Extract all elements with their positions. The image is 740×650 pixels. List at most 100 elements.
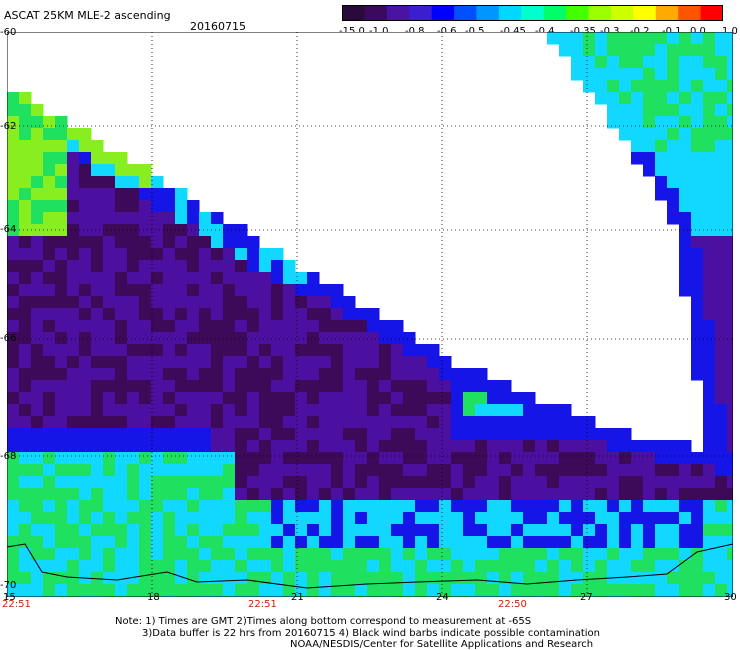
map-cell (163, 224, 176, 237)
map-cell (187, 560, 200, 573)
map-cell (271, 320, 284, 333)
map-cell (727, 332, 733, 345)
map-cell (499, 500, 512, 513)
map-cell (19, 500, 32, 513)
map-cell (175, 272, 188, 285)
map-cell (715, 200, 728, 213)
map-cell (715, 512, 728, 525)
map-cell (271, 548, 284, 561)
map-cell (655, 500, 668, 513)
map-cell (319, 524, 332, 537)
map-cell (727, 56, 733, 69)
map-cell (691, 236, 704, 249)
map-cell (139, 488, 152, 501)
map-cell (67, 536, 80, 549)
map-cell (691, 572, 704, 585)
map-cell (715, 524, 728, 537)
map-cell (355, 476, 368, 489)
colorbar-swatch (633, 5, 657, 21)
map-cell (91, 524, 104, 537)
map-cell (199, 332, 212, 345)
map-cell (211, 392, 224, 405)
map-cell (235, 392, 248, 405)
map-cell (79, 332, 92, 345)
map-cell (127, 320, 140, 333)
map-cell (559, 536, 572, 549)
map-cell (247, 248, 260, 261)
map-cell (103, 248, 116, 261)
map-cell (31, 404, 44, 417)
map-cell (295, 404, 308, 417)
map-cell (439, 428, 452, 441)
map-cell (727, 440, 733, 453)
map-cell (271, 308, 284, 321)
map-cell (715, 68, 728, 81)
map-cell (691, 320, 704, 333)
map-cell (187, 512, 200, 525)
map-cell (199, 476, 212, 489)
map-cell (703, 200, 716, 213)
map-cell (355, 500, 368, 513)
map-cell (67, 200, 80, 213)
map-cell (727, 488, 733, 501)
map-cell (115, 488, 128, 501)
map-cell (319, 572, 332, 585)
map-cell (283, 392, 296, 405)
map-cell (511, 560, 524, 573)
map-cell (667, 524, 680, 537)
map-cell (439, 512, 452, 525)
map-cell (7, 488, 20, 501)
map-cell (307, 296, 320, 309)
map-cell (307, 440, 320, 453)
map-cell (79, 320, 92, 333)
map-cell (55, 308, 68, 321)
map-cell (103, 272, 116, 285)
map-cell (379, 332, 392, 345)
map-cell (607, 536, 620, 549)
map-cell (703, 32, 716, 45)
map-cell (295, 296, 308, 309)
map-cell (523, 476, 536, 489)
map-cell (607, 68, 620, 81)
map-cell (283, 476, 296, 489)
map-cell (199, 440, 212, 453)
map-cell (43, 572, 56, 585)
map-cell (103, 548, 116, 561)
map-cell (55, 332, 68, 345)
map-cell (631, 68, 644, 81)
map-cell (259, 392, 272, 405)
map-cell (571, 584, 584, 597)
map-cell (295, 440, 308, 453)
map-cell (475, 464, 488, 477)
map-cell (7, 92, 20, 105)
map-cell (247, 500, 260, 513)
map-cell (691, 512, 704, 525)
map-cell (391, 500, 404, 513)
map-cell (451, 452, 464, 465)
map-cell (451, 560, 464, 573)
map-cell (535, 560, 548, 573)
map-cell (43, 536, 56, 549)
map-cell (571, 512, 584, 525)
map-cell (7, 560, 20, 573)
map-cell (139, 212, 152, 225)
map-cell (115, 332, 128, 345)
map-cell (367, 356, 380, 369)
map-cell (679, 92, 692, 105)
map-cell (607, 116, 620, 129)
map-cell (571, 68, 584, 81)
map-cell (67, 176, 80, 189)
map-cell (559, 44, 572, 57)
map-cell (643, 452, 656, 465)
map-cell (499, 512, 512, 525)
map-cell (199, 548, 212, 561)
map-cell (379, 380, 392, 393)
map-cell (403, 548, 416, 561)
map-cell (127, 488, 140, 501)
map-cell (547, 536, 560, 549)
map-cell (271, 536, 284, 549)
map-cell (163, 200, 176, 213)
map-cell (475, 452, 488, 465)
map-cell (619, 440, 632, 453)
map-cell (271, 332, 284, 345)
